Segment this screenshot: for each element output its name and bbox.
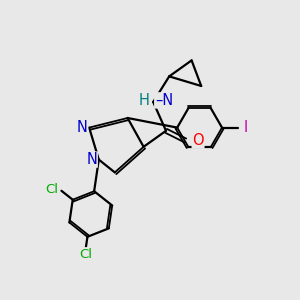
Text: –N: –N	[155, 93, 173, 108]
Text: N: N	[77, 120, 88, 135]
Text: N: N	[86, 152, 97, 167]
Text: O: O	[192, 133, 204, 148]
Text: I: I	[244, 120, 248, 135]
Text: Cl: Cl	[79, 248, 92, 261]
Text: Cl: Cl	[45, 183, 58, 196]
Text: H: H	[139, 93, 150, 108]
